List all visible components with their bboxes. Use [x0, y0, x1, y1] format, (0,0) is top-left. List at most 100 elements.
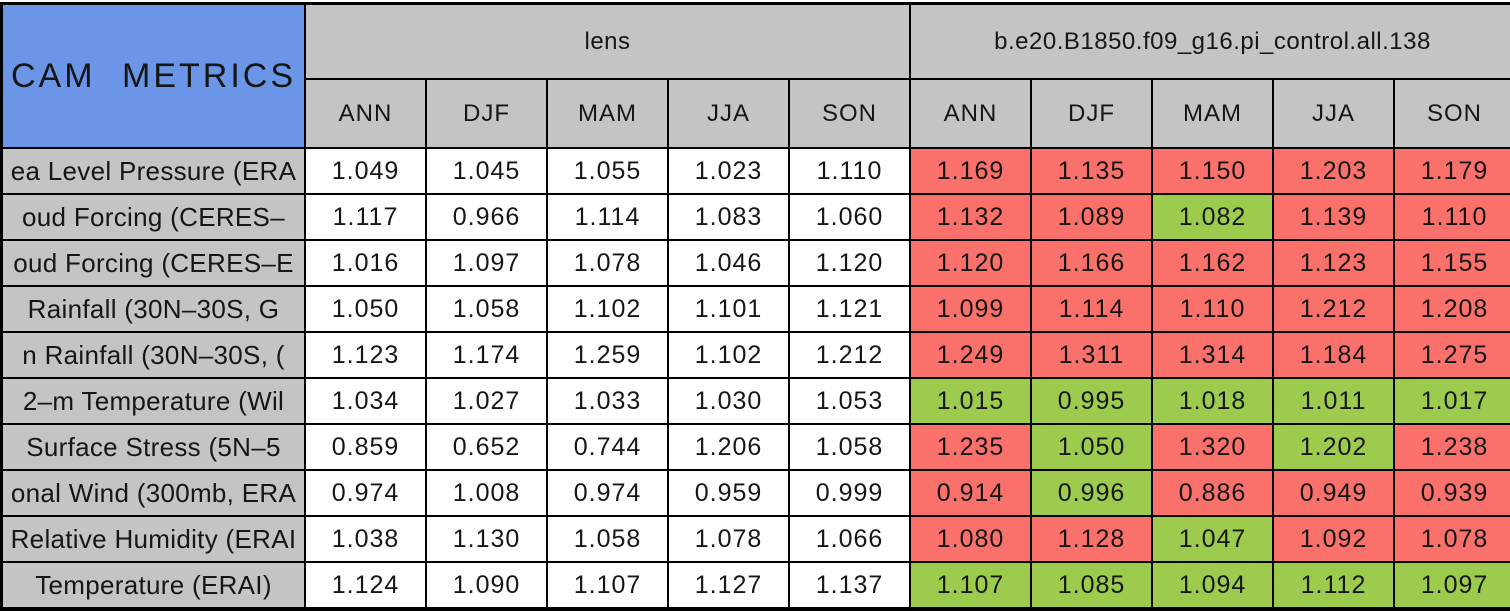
season-header-lens-jja: JJA [669, 80, 788, 147]
value-cell: 1.018 [1153, 379, 1272, 423]
value-cell: 1.162 [1153, 241, 1272, 285]
value-cell: 1.166 [1032, 241, 1151, 285]
value-cell: 1.249 [911, 333, 1030, 377]
season-header-lens-djf: DJF [427, 80, 546, 147]
value-cell: 1.203 [1274, 149, 1393, 193]
value-cell: 1.015 [911, 379, 1030, 423]
value-cell: 0.859 [306, 425, 425, 469]
value-cell: 1.027 [427, 379, 546, 423]
value-cell: 1.099 [911, 287, 1030, 331]
value-cell: 1.060 [790, 195, 909, 239]
value-cell: 1.123 [306, 333, 425, 377]
season-header-control-djf: DJF [1032, 80, 1151, 147]
season-header-lens-son: SON [790, 80, 909, 147]
value-cell: 1.127 [669, 563, 788, 607]
value-cell: 1.110 [790, 149, 909, 193]
value-cell: 1.090 [427, 563, 546, 607]
value-cell: 1.107 [548, 563, 667, 607]
value-cell: 1.058 [790, 425, 909, 469]
value-cell: 1.101 [669, 287, 788, 331]
value-cell: 1.184 [1274, 333, 1393, 377]
value-cell: 1.107 [911, 563, 1030, 607]
season-header-lens-ann: ANN [306, 80, 425, 147]
value-cell: 1.114 [1032, 287, 1151, 331]
value-cell: 1.212 [790, 333, 909, 377]
column-group-lens: lens [306, 5, 909, 78]
value-cell: 1.110 [1395, 195, 1510, 239]
value-cell: 1.206 [669, 425, 788, 469]
value-cell: 1.097 [427, 241, 546, 285]
value-cell: 0.966 [427, 195, 546, 239]
value-cell: 0.949 [1274, 471, 1393, 515]
row-label: Relative Humidity (ERAI [3, 517, 304, 561]
value-cell: 1.238 [1395, 425, 1510, 469]
value-cell: 1.124 [306, 563, 425, 607]
value-cell: 1.082 [1153, 195, 1272, 239]
value-cell: 0.959 [669, 471, 788, 515]
value-cell: 1.058 [427, 287, 546, 331]
value-cell: 1.102 [548, 287, 667, 331]
season-header-control-jja: JJA [1274, 80, 1393, 147]
value-cell: 0.974 [548, 471, 667, 515]
value-cell: 0.744 [548, 425, 667, 469]
value-cell: 1.097 [1395, 563, 1510, 607]
value-cell: 1.130 [427, 517, 546, 561]
value-cell: 1.120 [911, 241, 1030, 285]
value-cell: 1.208 [1395, 287, 1510, 331]
value-cell: 1.078 [548, 241, 667, 285]
season-header-control-son: SON [1395, 80, 1510, 147]
row-label: ea Level Pressure (ERA [3, 149, 304, 193]
value-cell: 1.050 [306, 287, 425, 331]
value-cell: 1.017 [1395, 379, 1510, 423]
value-cell: 1.055 [548, 149, 667, 193]
value-cell: 1.092 [1274, 517, 1393, 561]
value-cell: 0.652 [427, 425, 546, 469]
table-title: CAM METRICS [3, 5, 304, 147]
value-cell: 1.311 [1032, 333, 1151, 377]
value-cell: 1.047 [1153, 517, 1272, 561]
value-cell: 0.995 [1032, 379, 1151, 423]
value-cell: 1.083 [669, 195, 788, 239]
value-cell: 1.080 [911, 517, 1030, 561]
value-cell: 1.202 [1274, 425, 1393, 469]
value-cell: 1.102 [669, 333, 788, 377]
value-cell: 0.939 [1395, 471, 1510, 515]
row-label: Rainfall (30N–30S, G [3, 287, 304, 331]
value-cell: 1.094 [1153, 563, 1272, 607]
row-label: onal Wind (300mb, ERA [3, 471, 304, 515]
value-cell: 1.117 [306, 195, 425, 239]
value-cell: 1.135 [1032, 149, 1151, 193]
value-cell: 1.179 [1395, 149, 1510, 193]
value-cell: 1.212 [1274, 287, 1393, 331]
value-cell: 0.886 [1153, 471, 1272, 515]
value-cell: 1.275 [1395, 333, 1510, 377]
value-cell: 1.128 [1032, 517, 1151, 561]
value-cell: 1.155 [1395, 241, 1510, 285]
value-cell: 1.112 [1274, 563, 1393, 607]
value-cell: 1.085 [1032, 563, 1151, 607]
value-cell: 1.235 [911, 425, 1030, 469]
season-header-lens-mam: MAM [548, 80, 667, 147]
value-cell: 1.174 [427, 333, 546, 377]
value-cell: 1.033 [548, 379, 667, 423]
value-cell: 1.066 [790, 517, 909, 561]
value-cell: 1.011 [1274, 379, 1393, 423]
value-cell: 0.996 [1032, 471, 1151, 515]
value-cell: 1.045 [427, 149, 546, 193]
row-label: Surface Stress (5N–5 [3, 425, 304, 469]
value-cell: 1.123 [1274, 241, 1393, 285]
value-cell: 1.023 [669, 149, 788, 193]
value-cell: 1.053 [790, 379, 909, 423]
value-cell: 1.058 [548, 517, 667, 561]
value-cell: 1.030 [669, 379, 788, 423]
row-label: 2–m Temperature (Wil [3, 379, 304, 423]
value-cell: 1.038 [306, 517, 425, 561]
column-group-pi-control: b.e20.B1850.f09_g16.pi_control.all.138 [911, 5, 1510, 78]
value-cell: 1.110 [1153, 287, 1272, 331]
value-cell: 1.034 [306, 379, 425, 423]
value-cell: 0.914 [911, 471, 1030, 515]
value-cell: 0.974 [306, 471, 425, 515]
value-cell: 1.120 [790, 241, 909, 285]
